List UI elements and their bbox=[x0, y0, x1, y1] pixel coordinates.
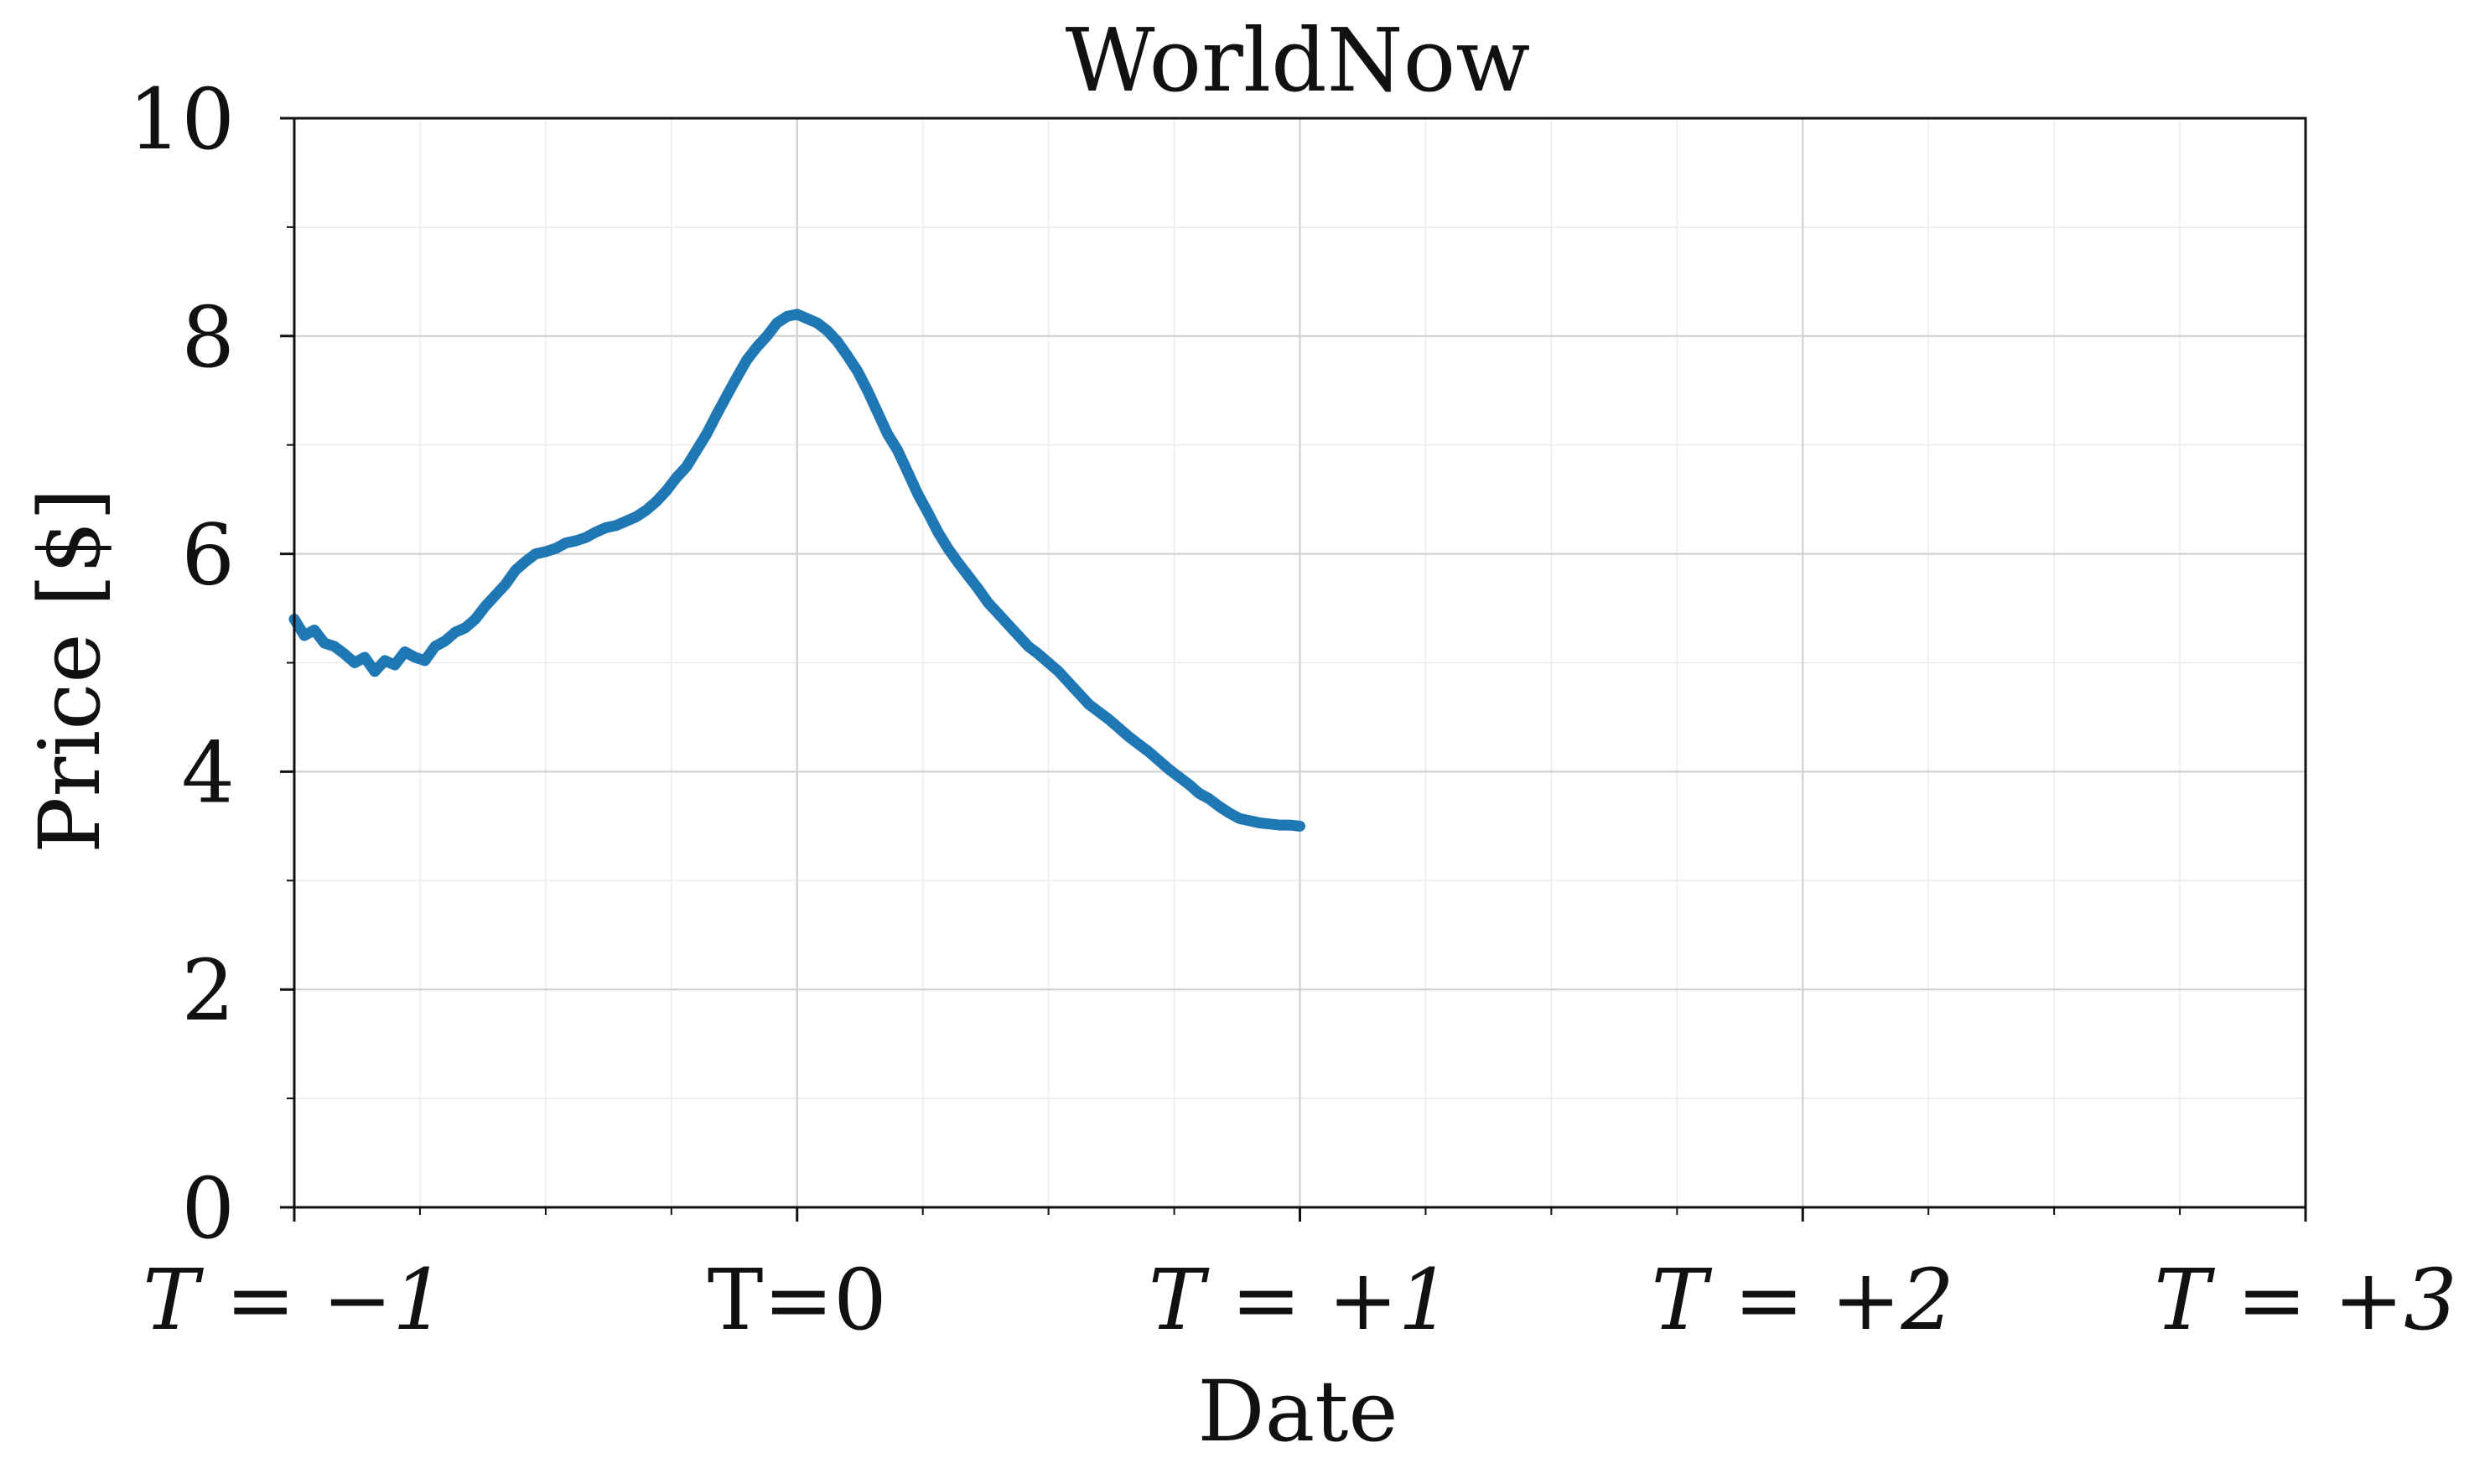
tick-marks bbox=[280, 117, 2307, 1222]
y-tick-label: 4 bbox=[181, 724, 235, 822]
x-axis-label: Date bbox=[1197, 1362, 1398, 1461]
y-tick-label: 0 bbox=[181, 1160, 235, 1258]
y-tick-label: 10 bbox=[128, 70, 235, 169]
y-tick-label: 6 bbox=[181, 506, 235, 604]
y-tick-label: 2 bbox=[181, 942, 235, 1040]
y-tick-label: 8 bbox=[181, 288, 235, 387]
series-layer bbox=[288, 309, 1305, 832]
x-tick-label: T = +1 bbox=[1149, 1251, 1451, 1349]
y-axis-label: Price [$] bbox=[21, 488, 119, 854]
grid-lines bbox=[293, 117, 2307, 1209]
x-tick-labels: T = −1 T=0 T = +1 T = +2 T = +3 bbox=[143, 1251, 2456, 1349]
price-series-line bbox=[288, 309, 1305, 832]
x-tick-label: T=0 bbox=[708, 1251, 887, 1349]
x-tick-label: T = −1 bbox=[143, 1251, 445, 1349]
x-tick-label: T = +2 bbox=[1652, 1251, 1954, 1349]
y-tick-labels: 0 2 4 6 8 10 bbox=[128, 70, 235, 1258]
chart-title: WorldNow bbox=[1066, 9, 1531, 112]
x-tick-label: T = +3 bbox=[2154, 1251, 2456, 1349]
